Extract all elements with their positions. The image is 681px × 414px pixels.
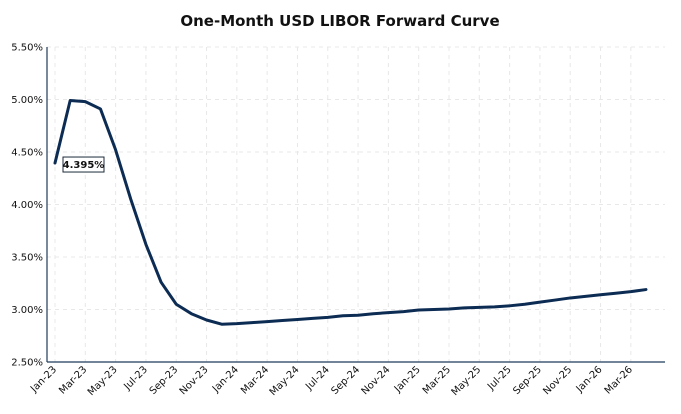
x-tick-label: Jul-23 <box>121 364 150 393</box>
y-tick-label: 5.00% <box>11 95 43 106</box>
x-tick-label: Mar-24 <box>239 364 271 396</box>
x-tick-label: Mar-23 <box>57 364 89 396</box>
y-tick-label: 3.00% <box>11 305 43 316</box>
grid <box>47 46 665 362</box>
x-tick-label: Sep-23 <box>148 364 181 397</box>
x-tick-label: May-23 <box>86 364 120 398</box>
x-tick-label: Jan-25 <box>392 364 423 395</box>
x-tick-label: Nov-23 <box>178 364 211 397</box>
data-label-text: 4.395% <box>63 160 105 171</box>
x-tick-label: Jan-23 <box>28 364 59 395</box>
x-tick-label: Jan-26 <box>574 364 605 395</box>
y-tick-label: 2.50% <box>11 358 43 369</box>
x-tick-label: Sep-25 <box>511 364 544 397</box>
x-tick-label: Jan-24 <box>210 364 241 395</box>
data-label-box <box>62 156 105 173</box>
series-line <box>53 99 648 326</box>
data-label: 4.395% <box>62 156 105 173</box>
x-tick-label: Nov-24 <box>360 364 393 397</box>
x-tick-label: Mar-26 <box>603 364 635 396</box>
x-tick-label: May-24 <box>268 364 302 398</box>
x-tick-label: Jul-25 <box>485 364 514 393</box>
x-tick-label: Sep-24 <box>330 364 363 397</box>
x-tick-label: Nov-25 <box>541 364 574 397</box>
x-tick-label: Jul-24 <box>303 364 332 393</box>
y-tick-label: 5.50% <box>11 43 43 54</box>
y-tick-label: 3.50% <box>11 253 43 264</box>
y-axis-ticks: 2.50% 3.00% 3.50% 4.00% 4.50% 5.00% 5.50% <box>11 43 43 369</box>
y-tick-label: 4.50% <box>11 148 43 159</box>
y-tick-label: 4.00% <box>11 200 43 211</box>
x-tick-label: May-25 <box>450 364 484 398</box>
series-layer <box>53 99 648 326</box>
annotations: 4.395% <box>62 156 105 173</box>
x-tick-label: Mar-25 <box>421 364 453 396</box>
chart-title: One-Month USD LIBOR Forward Curve <box>180 12 499 30</box>
